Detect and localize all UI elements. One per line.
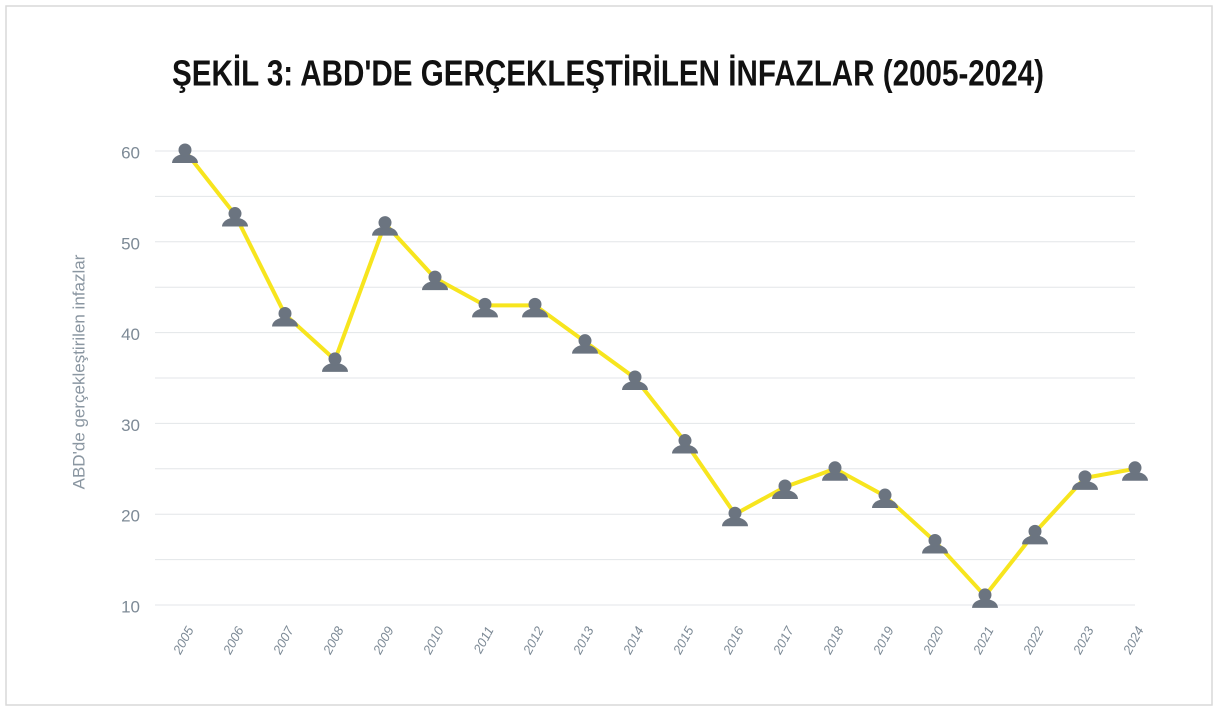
marker-body: [872, 499, 898, 509]
marker-body: [672, 444, 698, 454]
marker-body: [622, 381, 648, 390]
y-tick-label: 50: [121, 234, 140, 253]
marker-head: [278, 306, 292, 320]
marker-head: [878, 488, 892, 502]
person-marker: [722, 506, 748, 527]
marker-head: [1128, 461, 1142, 475]
person-marker: [872, 488, 898, 509]
person-marker: [1022, 524, 1048, 545]
marker-head: [678, 434, 692, 448]
marker-body: [422, 281, 448, 291]
person-marker: [572, 334, 598, 354]
person-marker: [222, 207, 248, 227]
person-marker: [172, 143, 198, 163]
y-axis-label: ABD'de gerçekleştirilen infazlar: [69, 254, 88, 489]
marker-body: [822, 471, 848, 481]
marker-head: [178, 143, 192, 157]
y-tick-label: 20: [121, 507, 140, 526]
marker-head: [1078, 470, 1092, 484]
marker-body: [522, 308, 548, 318]
marker-head: [778, 479, 792, 493]
marker-head: [628, 370, 642, 384]
marker-head: [728, 506, 742, 520]
marker-body: [722, 517, 748, 527]
person-marker: [672, 434, 698, 454]
person-marker: [922, 533, 948, 554]
person-marker: [822, 461, 848, 481]
marker-body: [972, 598, 998, 608]
marker-body: [772, 489, 798, 499]
marker-head: [928, 533, 942, 547]
marker-head: [428, 270, 442, 284]
marker-body: [172, 154, 198, 163]
person-marker: [372, 216, 398, 236]
marker-head: [578, 334, 592, 348]
person-marker: [472, 297, 498, 318]
marker-body: [922, 544, 948, 554]
chart-title: ŞEKİL 3: ABD'DE GERÇEKLEŞTİRİLEN İNFAZLA…: [172, 53, 1044, 94]
marker-head: [528, 297, 542, 311]
marker-head: [828, 461, 842, 475]
marker-head: [478, 297, 492, 311]
frame: [5, 5, 1213, 706]
person-marker: [1072, 470, 1098, 490]
person-marker: [272, 306, 298, 327]
marker-body: [472, 308, 498, 318]
marker-body: [1022, 535, 1048, 545]
marker-head: [378, 216, 392, 230]
marker-body: [272, 317, 298, 327]
marker-head: [978, 588, 992, 602]
y-tick-label: 30: [121, 416, 140, 435]
marker-body: [1122, 471, 1148, 481]
marker-body: [322, 362, 348, 372]
marker-body: [1072, 480, 1098, 490]
marker-body: [572, 344, 598, 354]
marker-head: [328, 352, 342, 366]
line: [183, 149, 1136, 598]
person-marker: [622, 370, 648, 390]
y-tick-label: 40: [121, 325, 140, 344]
person-marker: [972, 588, 998, 608]
person-marker: [422, 270, 448, 291]
person-marker: [522, 297, 548, 318]
marker-head: [1028, 524, 1042, 538]
person-marker: [772, 479, 798, 499]
y-tick-label: 60: [121, 143, 140, 162]
y-tick-label: 10: [121, 597, 140, 616]
marker-body: [372, 226, 398, 236]
person-marker: [322, 352, 348, 372]
person-marker: [1122, 461, 1148, 481]
marker-head: [228, 207, 242, 221]
marker-body: [222, 217, 248, 227]
